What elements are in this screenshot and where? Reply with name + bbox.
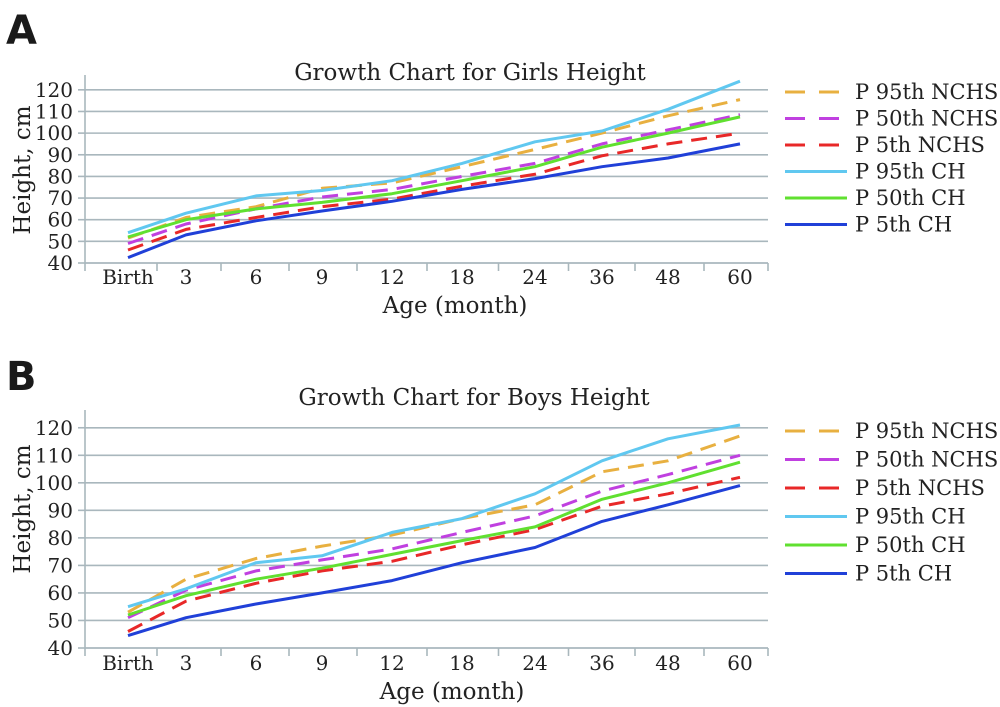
- legend: P 95th NCHS P 50th NCHS P 5th NCHS P 95th C…: [785, 419, 998, 586]
- x-tick-label: 6: [250, 651, 263, 675]
- y-tick-label: 80: [48, 164, 73, 188]
- y-tick-label: 40: [48, 636, 73, 660]
- chart-panel-b: B Growth Chart for Boys Height 40 50 60 70 80 9…: [6, 354, 998, 705]
- x-tick-label: 3: [180, 651, 193, 675]
- y-tick-label: 90: [48, 498, 73, 522]
- x-tick-label: 24: [522, 265, 547, 289]
- x-tick-label: Birth: [102, 651, 154, 675]
- y-tick-label: 90: [48, 143, 73, 167]
- y-tick-label: 80: [48, 526, 73, 550]
- y-tick-label: 60: [48, 581, 73, 605]
- x-axis-label: Age (month): [379, 679, 525, 705]
- legend-label: P 5th NCHS: [855, 133, 985, 157]
- y-tick-label: 110: [35, 99, 73, 123]
- legend-label: P 50th CH: [855, 533, 966, 557]
- x-tick-label: 9: [316, 265, 329, 289]
- y-tick-label: 100: [35, 121, 73, 145]
- y-tick-label: 100: [35, 471, 73, 495]
- legend-label: P 95th CH: [855, 160, 966, 184]
- x-tick-label: 48: [655, 651, 680, 675]
- x-tick-label: 48: [655, 265, 680, 289]
- y-axis-label: Height, cm: [10, 444, 36, 573]
- legend-label: P 95th CH: [855, 505, 966, 529]
- x-tick-label: 18: [449, 651, 474, 675]
- x-axis-label: Age (month): [382, 293, 528, 319]
- series-line-p-50th-nchs: [127, 453, 741, 620]
- legend-label: P 50th NCHS: [855, 107, 998, 131]
- y-tick-label: 60: [48, 208, 73, 232]
- x-tick-label: Birth: [102, 265, 154, 289]
- legend-label: P 50th CH: [855, 186, 966, 210]
- legend-label: P 95th NCHS: [855, 419, 998, 443]
- y-tick-label: 70: [48, 186, 73, 210]
- x-tick-label: 9: [316, 651, 329, 675]
- chart-title: Growth Chart for Boys Height: [298, 385, 650, 411]
- y-tick-label: 120: [35, 78, 73, 102]
- x-tick-label: 12: [379, 651, 404, 675]
- legend-label: P 5th CH: [855, 213, 952, 237]
- x-tick-label: 6: [250, 265, 263, 289]
- x-tick-label: 60: [727, 265, 752, 289]
- x-tick-label: 18: [449, 265, 474, 289]
- x-tick-label: 3: [180, 265, 193, 289]
- y-tick-label: 70: [48, 553, 73, 577]
- series-line-p-5th-ch: [127, 142, 741, 259]
- y-axis-label: Height, cm: [10, 105, 36, 234]
- legend-label: P 5th NCHS: [855, 476, 985, 500]
- panel-letter: A: [6, 8, 37, 54]
- legend-label: P 50th NCHS: [855, 448, 998, 472]
- y-tick-label: 50: [48, 229, 73, 253]
- x-tick-label: 12: [379, 265, 404, 289]
- x-tick-label: 60: [727, 651, 752, 675]
- series-line-p-5th-nchs: [127, 475, 741, 633]
- series-line-p-95th-nchs: [127, 98, 741, 240]
- y-tick-label: 40: [48, 251, 73, 275]
- series-line-p-95th-ch: [127, 79, 741, 235]
- series-line-p-5th-ch: [127, 484, 741, 638]
- panel-letter: B: [6, 354, 37, 400]
- series-line-p-50th-ch: [127, 115, 741, 239]
- series-line-p-50th-ch: [127, 460, 741, 617]
- y-tick-label: 50: [48, 608, 73, 632]
- legend-label: P 5th CH: [855, 562, 952, 586]
- y-tick-label: 120: [35, 416, 73, 440]
- legend-label: P 95th NCHS: [855, 80, 998, 104]
- x-tick-label: 36: [589, 265, 614, 289]
- x-tick-label: 24: [522, 651, 547, 675]
- chart-title: Growth Chart for Girls Height: [294, 60, 646, 86]
- series-line-p-5th-nchs: [127, 131, 741, 252]
- series-line-p-50th-nchs: [127, 113, 741, 245]
- series-line-p-95th-ch: [127, 423, 741, 609]
- x-tick-label: 36: [589, 651, 614, 675]
- y-tick-label: 110: [35, 443, 73, 467]
